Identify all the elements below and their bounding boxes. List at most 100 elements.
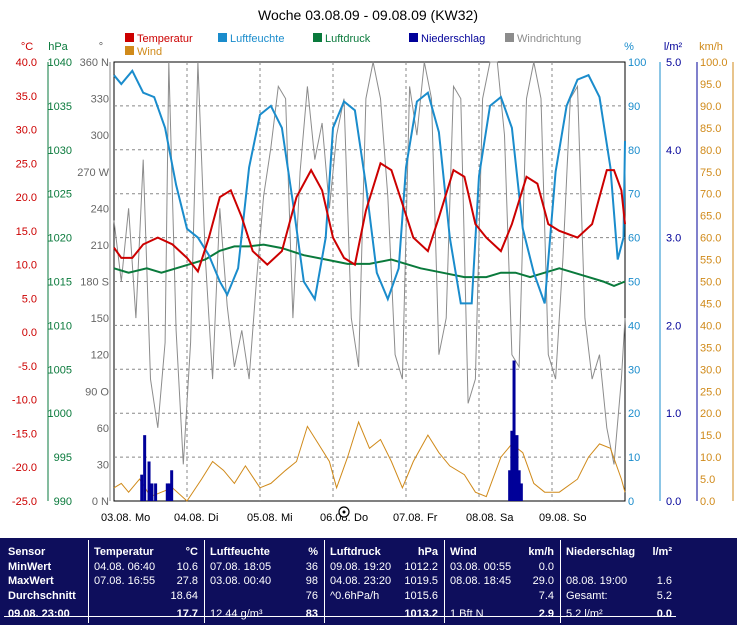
tick-label-rain: 1.0 xyxy=(666,408,681,420)
tick-label-temperature: 15.0 xyxy=(16,226,37,238)
rain-bar xyxy=(167,483,171,501)
left-axes: 40.0 35.0 30.0 25.0 20.0 15.0 10.0 5.0 0.0 -5.0 -1… xyxy=(12,57,111,508)
tick-label-humidity: 0 xyxy=(628,496,634,508)
tick-label-direction: 210 xyxy=(91,240,109,252)
tick-label-temperature: 0.0 xyxy=(22,327,37,339)
legend-label: Luftdruck xyxy=(325,33,371,45)
humidity-max-time: 03.08. 00:40 xyxy=(210,575,272,587)
tick-label-wind: 0.0 xyxy=(700,496,715,508)
pressure-trend: ^0.6hPa/h xyxy=(330,590,380,602)
tick-label-temperature: 35.0 xyxy=(16,91,37,103)
tick-label-direction: 30 xyxy=(97,459,109,471)
tick-label-wind: 80.0 xyxy=(700,145,721,157)
tick-label-wind: 95.0 xyxy=(700,79,721,91)
wind-average-value: 7.4 xyxy=(538,590,554,602)
legend-swatch xyxy=(218,33,227,42)
legend-swatch xyxy=(125,46,134,55)
stats-sensor-column: Sensor MinWert MaxWert Durchschnitt 09.0… xyxy=(0,538,86,625)
rain-today-label: 5.2 l/m² xyxy=(566,608,603,620)
tick-label-pressure: 1000 xyxy=(48,408,72,420)
weather-chart: Woche 03.08.09 - 09.08.09 (KW32) Tempera… xyxy=(12,7,734,524)
series-luftdruck xyxy=(113,243,626,287)
tick-label-temperature: 20.0 xyxy=(16,192,37,204)
axis-unit-wind: km/h xyxy=(699,41,723,53)
stats-pressure-column: Luftdruck hPa 09.08. 19:20 1012.2 04.08.… xyxy=(326,538,442,625)
tick-label-humidity: 20 xyxy=(628,408,640,420)
tick-label-humidity: 30 xyxy=(628,364,640,376)
tick-label-wind: 65.0 xyxy=(700,211,721,223)
series-luftfeuchte xyxy=(113,68,626,305)
stats-rain-column: Niederschlag l/m² 08.08. 19:00 1.6 Gesam… xyxy=(562,538,676,625)
rain-header: Niederschlag xyxy=(566,546,636,558)
tick-label-pressure: 1020 xyxy=(48,233,72,245)
x-tick-weekday: So xyxy=(573,512,586,524)
rain-bar xyxy=(170,470,174,501)
tick-label-direction: 360 N xyxy=(80,57,109,69)
humidity-min-time: 07.08. 18:05 xyxy=(210,561,272,573)
tick-label-humidity: 100 xyxy=(628,57,646,69)
humidity-absolute-label: 12.44 g/m³ xyxy=(210,608,263,620)
x-tick-date: 03.08. xyxy=(101,512,132,524)
pressure-max-time: 04.08. 23:20 xyxy=(330,575,392,587)
legend-label: Wind xyxy=(137,46,162,58)
tick-label-temperature: 25.0 xyxy=(16,158,37,170)
tick-label-wind: 10.0 xyxy=(700,452,721,464)
legend-swatch xyxy=(125,33,134,42)
tick-label-pressure: 995 xyxy=(54,452,72,464)
row-label-average: Durchschnitt xyxy=(8,590,76,602)
tick-label-direction: 90 O xyxy=(85,386,109,398)
tick-label-wind: 90.0 xyxy=(700,101,721,113)
pressure-header: Luftdruck xyxy=(330,546,381,558)
tick-label-direction: 330 xyxy=(91,94,109,106)
stats-temperature-column: Temperatur °C 04.08. 06:40 10.6 07.08. 1… xyxy=(90,538,202,625)
tick-label-temperature: 40.0 xyxy=(16,57,37,69)
axis-unit-humidity: % xyxy=(624,41,634,53)
tick-label-direction: 300 xyxy=(91,130,109,142)
tick-label-wind: 20.0 xyxy=(700,408,721,420)
series-layer xyxy=(113,61,626,502)
rain-total-value: 5.2 xyxy=(656,590,672,602)
legend-label: Luftfeuchte xyxy=(230,33,284,45)
wind-header: Wind xyxy=(450,546,477,558)
tick-label-wind: 50.0 xyxy=(700,277,721,289)
rain-bar xyxy=(150,483,154,501)
rain-unit: l/m² xyxy=(652,546,672,558)
humidity-min-value: 36 xyxy=(305,561,318,573)
x-tick-date: 08.08. xyxy=(466,512,497,524)
pressure-max-value: 1019.5 xyxy=(404,575,438,587)
tick-label-humidity: 90 xyxy=(628,101,640,113)
tick-label-humidity: 40 xyxy=(628,320,640,332)
tick-label-wind: 25.0 xyxy=(700,386,721,398)
humidity-average-value: 76 xyxy=(305,590,318,602)
temperature-header: Temperatur xyxy=(94,546,154,558)
series-temperatur xyxy=(113,161,626,274)
legend-swatch xyxy=(505,33,514,42)
pressure-unit: hPa xyxy=(417,546,438,558)
tick-label-humidity: 70 xyxy=(628,189,640,201)
x-tick-date: 04.08. xyxy=(174,512,205,524)
temperature-average-value: 18.64 xyxy=(170,590,198,602)
tick-label-wind: 55.0 xyxy=(700,255,721,267)
tick-label-pressure: 1015 xyxy=(48,277,72,289)
statistics-table: Sensor MinWert MaxWert Durchschnitt 09.0… xyxy=(0,538,737,625)
rain-max-time: 08.08. 19:00 xyxy=(566,575,628,587)
tick-label-direction: 0 N xyxy=(92,496,109,508)
legend: Temperatur Luftfeuchte Luftdruck Niederschl… xyxy=(125,33,581,58)
tick-label-temperature: 10.0 xyxy=(16,260,37,272)
today-marker xyxy=(338,506,350,518)
tick-label-temperature: -25.0 xyxy=(12,496,37,508)
humidity-unit: % xyxy=(308,546,318,558)
rain-bar xyxy=(510,430,514,501)
x-axis: 03.08. Mo 04.08. Di 05.08. Mi 06.08. Do 07.08. Fr… xyxy=(101,512,586,524)
tick-label-wind: 45.0 xyxy=(700,298,721,310)
x-tick-date: 07.08. xyxy=(393,512,424,524)
legend-label: Windrichtung xyxy=(517,33,581,45)
rain-bar xyxy=(519,483,523,501)
legend-label: Temperatur xyxy=(137,33,193,45)
temperature-max-time: 07.08. 16:55 xyxy=(94,575,156,587)
tick-label-wind: 70.0 xyxy=(700,189,721,201)
tick-label-direction: 120 xyxy=(91,350,109,362)
row-label-max: MaxWert xyxy=(8,575,54,587)
tick-label-humidity: 50 xyxy=(628,277,640,289)
tick-label-wind: 15.0 xyxy=(700,430,721,442)
